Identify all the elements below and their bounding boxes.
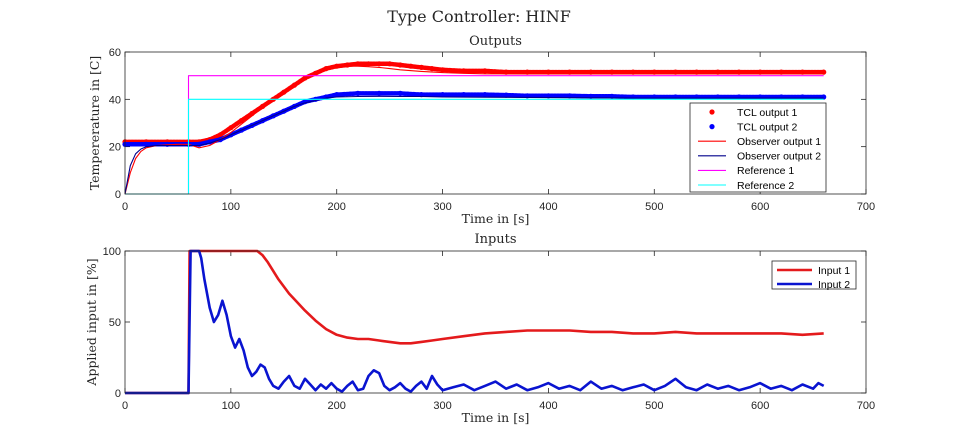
outputs-ytick-label-3: 60 [109,47,121,59]
inputs-xlabel: Time in [s] [462,410,530,425]
outputs-point-tcl-output-2-17 [334,92,340,98]
inputs-legend-label-input-1: Input 1 [818,265,850,277]
outputs-point-tcl-output-1-25 [418,64,424,70]
outputs-point-tcl-output-1-39 [694,69,700,75]
inputs-line-input-2 [125,249,825,395]
inputs-xtick-label-6: 600 [751,400,769,412]
inputs-ytick-label-1: 50 [109,317,121,329]
outputs-point-tcl-output-1-45 [821,69,827,75]
outputs-xtick-label-1: 100 [222,201,240,213]
outputs-ylabel: Tempererature in [C] [87,56,102,191]
outputs-point-tcl-output-2-23 [461,92,467,98]
outputs-point-tcl-output-2-18 [355,90,361,96]
outputs-point-tcl-output-1-32 [545,69,552,75]
inputs-series-group [125,249,825,395]
outputs-subplot: Outputs 0 100 200 300 400 500 600 700 0 20 40 60 Ti… [87,34,875,226]
inputs-line-input-1 [125,249,824,395]
inputs-xtick-label-1: 100 [222,400,240,412]
outputs-point-tcl-output-1-42 [757,69,763,75]
outputs-point-tcl-output-1-36 [630,69,636,75]
outputs-legend-marker-tcl-output-2 [709,124,715,130]
inputs-subplot: Inputs 0 100 200 300 400 500 600 700 0 50 100 Time… [84,232,875,425]
outputs-point-tcl-output-1-33 [567,69,573,75]
outputs-point-tcl-output-2-20 [397,90,403,96]
outputs-axes-box [124,51,867,195]
inputs-title: Inputs [474,232,516,247]
outputs-xtick-label-3: 300 [433,201,451,213]
outputs-point-tcl-output-2-25 [503,92,509,98]
outputs-point-tcl-output-1-40 [715,69,721,75]
outputs-series-tcl-output-1-band [122,61,826,145]
outputs-legend-marker-tcl-output-1 [709,109,715,115]
outputs-legend-label-tcl-output-1: TCL output 1 [737,107,797,119]
inputs-xtick-label-2: 200 [328,400,346,412]
outputs-legend-label-observer-output-1: Observer output 1 [737,136,821,148]
outputs-point-tcl-output-1-27 [440,67,446,73]
outputs-point-tcl-output-1-23 [397,62,403,68]
outputs-xtick-label-4: 400 [539,201,557,213]
outputs-point-tcl-output-1-19 [355,61,361,67]
outputs-point-tcl-output-1-37 [651,69,657,75]
outputs-line-observer-output-2 [124,95,824,195]
outputs-point-tcl-output-1-38 [672,69,679,75]
outputs-xtick-label-0: 0 [122,201,128,213]
outputs-ticks: 0 100 200 300 400 500 600 700 0 20 40 60 [109,47,875,213]
outputs-legend: TCL output 1 TCL output 2 Observer output … [689,102,827,193]
outputs-point-tcl-output-1-6 [217,132,223,138]
outputs-point-tcl-output-1-43 [778,69,784,75]
outputs-legend-label-observer-output-2: Observer output 2 [737,151,821,163]
outputs-point-tcl-output-2-19 [376,90,382,96]
outputs-legend-label-tcl-output-2: TCL output 2 [737,121,797,133]
inputs-ytick-label-2: 100 [103,246,121,258]
outputs-point-tcl-output-1-41 [736,69,742,75]
outputs-point-tcl-output-1-26 [429,66,435,72]
outputs-point-tcl-output-2-28 [567,93,573,99]
outputs-ytick-label-0: 0 [115,189,121,201]
inputs-xtick-label-4: 400 [539,400,557,412]
outputs-point-tcl-output-1-12 [281,89,287,95]
inputs-legend: Input 1 Input 2 [771,260,857,291]
outputs-point-tcl-output-1-34 [588,69,594,75]
outputs-point-tcl-output-2-22 [440,92,446,98]
inputs-xtick-label-3: 300 [433,400,451,412]
outputs-ytick-label-2: 40 [109,94,121,106]
outputs-point-tcl-output-1-29 [482,68,488,74]
inputs-xtick-label-7: 700 [857,400,875,412]
inputs-ytick-label-0: 0 [115,388,121,400]
outputs-legend-label-reference-2: Reference 2 [737,180,794,192]
inputs-ylabel: Applied input in [%] [84,258,99,386]
outputs-xlabel: Time in [s] [462,211,530,226]
outputs-point-tcl-output-1-20 [365,61,372,67]
outputs-legend-box [689,102,827,193]
outputs-title: Outputs [469,34,522,49]
outputs-line-observer-output-1 [124,65,824,195]
outputs-xtick-label-2: 200 [328,201,346,213]
outputs-point-tcl-output-1-28 [461,68,467,74]
outputs-point-tcl-output-2-4 [196,141,202,147]
outputs-point-tcl-output-1-24 [408,63,414,69]
outputs-point-tcl-output-1-10 [260,103,266,109]
outputs-point-tcl-output-1-44 [799,69,806,75]
outputs-point-tcl-output-2-1 [143,141,149,147]
outputs-xtick-label-5: 500 [645,201,663,213]
inputs-axes-box [124,250,867,394]
inputs-xtick-label-5: 500 [645,400,663,412]
outputs-point-tcl-output-2-21 [418,92,424,98]
inputs-xtick-label-0: 0 [122,400,128,412]
figure-title: Type Controller: HINF [387,7,571,26]
outputs-xtick-label-7: 700 [857,201,875,213]
outputs-point-tcl-output-1-21 [376,61,382,67]
inputs-legend-label-input-2: Input 2 [818,279,850,291]
outputs-point-tcl-output-2-24 [482,92,488,98]
outputs-ytick-label-1: 20 [109,142,121,154]
outputs-xtick-label-6: 600 [751,201,769,213]
outputs-point-tcl-output-1-35 [609,69,615,75]
outputs-legend-label-reference-1: Reference 1 [737,165,794,177]
outputs-point-tcl-output-1-8 [238,118,244,124]
outputs-point-tcl-output-1-22 [387,61,393,67]
outputs-point-tcl-output-1-31 [524,69,530,75]
outputs-point-tcl-output-1-7 [228,125,234,131]
